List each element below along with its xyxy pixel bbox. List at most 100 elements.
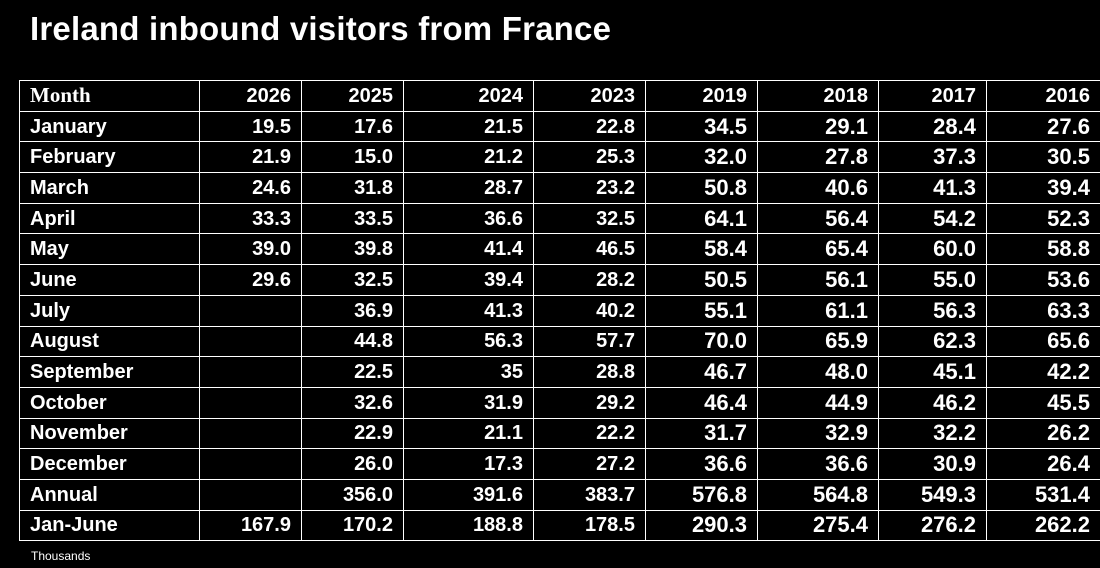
value-cell-2016: 53.6 bbox=[986, 264, 1100, 296]
table-row-april: April 33.3 33.5 36.6 32.5 64.1 56.4 54.2 52.3 bbox=[19, 202, 1100, 235]
value-cell-2023: 23.2 bbox=[533, 172, 646, 204]
table-row-january: January 19.5 17.6 21.5 22.8 34.5 29.1 28.4 27.6 bbox=[19, 110, 1100, 143]
value-cell-2018: 44.9 bbox=[757, 386, 879, 419]
value-cell-2017: 56.3 bbox=[878, 294, 987, 327]
value-cell-2023: 40.2 bbox=[533, 294, 646, 327]
value-cell-2023: 25.3 bbox=[533, 141, 646, 174]
value-cell-2018: 65.9 bbox=[757, 325, 879, 358]
value-cell-2019: 50.5 bbox=[645, 264, 758, 296]
row-label: September bbox=[19, 356, 200, 388]
value-cell-2024: 41.3 bbox=[403, 294, 534, 327]
table-row-november: November 22.9 21.1 22.2 31.7 32.9 32.2 26.2 bbox=[19, 417, 1100, 450]
value-cell-2017: 55.0 bbox=[878, 264, 987, 296]
value-cell-2016: 58.8 bbox=[986, 233, 1100, 266]
value-cell-2017: 54.2 bbox=[878, 202, 987, 235]
value-cell-2023: 27.2 bbox=[533, 448, 646, 480]
row-label: May bbox=[19, 233, 200, 266]
column-header-2019: 2019 bbox=[645, 80, 758, 112]
value-cell-2019: 576.8 bbox=[645, 478, 758, 511]
column-header-2025: 2025 bbox=[301, 80, 404, 112]
value-cell-2025: 17.6 bbox=[301, 110, 404, 143]
table-row-may: May 39.0 39.8 41.4 46.5 58.4 65.4 60.0 58.8 bbox=[19, 233, 1100, 266]
value-cell-2024: 56.3 bbox=[403, 325, 534, 358]
value-cell-2024: 21.2 bbox=[403, 141, 534, 174]
chart-title: Ireland inbound visitors from France bbox=[30, 10, 612, 47]
value-cell-2026: 33.3 bbox=[199, 202, 302, 235]
value-cell-2016: 30.5 bbox=[986, 141, 1100, 174]
value-cell-2023: 29.2 bbox=[533, 386, 646, 419]
value-cell-2023: 383.7 bbox=[533, 478, 646, 511]
row-label: July bbox=[19, 294, 200, 327]
value-cell-2016: 65.6 bbox=[986, 325, 1100, 358]
column-header-2017: 2017 bbox=[878, 80, 987, 112]
column-header-2018: 2018 bbox=[757, 80, 879, 112]
value-cell-2016: 42.2 bbox=[986, 356, 1100, 388]
value-cell-2018: 56.1 bbox=[757, 264, 879, 296]
value-cell-2026 bbox=[199, 448, 302, 480]
row-label: December bbox=[19, 448, 200, 480]
value-cell-2026: 167.9 bbox=[199, 509, 302, 542]
unit-footnote: Thousands bbox=[31, 549, 91, 563]
value-cell-2019: 70.0 bbox=[645, 325, 758, 358]
value-cell-2016: 39.4 bbox=[986, 172, 1100, 204]
value-cell-2026: 24.6 bbox=[199, 172, 302, 204]
value-cell-2019: 55.1 bbox=[645, 294, 758, 327]
value-cell-2019: 36.6 bbox=[645, 448, 758, 480]
value-cell-2016: 27.6 bbox=[986, 110, 1100, 143]
value-cell-2018: 61.1 bbox=[757, 294, 879, 327]
value-cell-2026 bbox=[199, 325, 302, 358]
value-cell-2017: 28.4 bbox=[878, 110, 987, 143]
value-cell-2025: 22.9 bbox=[301, 417, 404, 450]
value-cell-2019: 46.4 bbox=[645, 386, 758, 419]
column-header-2024: 2024 bbox=[403, 80, 534, 112]
value-cell-2025: 32.5 bbox=[301, 264, 404, 296]
value-cell-2018: 32.9 bbox=[757, 417, 879, 450]
row-label: Annual bbox=[19, 478, 200, 511]
value-cell-2026: 29.6 bbox=[199, 264, 302, 296]
value-cell-2017: 60.0 bbox=[878, 233, 987, 266]
value-cell-2026: 21.9 bbox=[199, 141, 302, 174]
value-cell-2017: 30.9 bbox=[878, 448, 987, 480]
column-header-2026: 2026 bbox=[199, 80, 302, 112]
value-cell-2024: 35 bbox=[403, 356, 534, 388]
value-cell-2016: 531.4 bbox=[986, 478, 1100, 511]
value-cell-2017: 46.2 bbox=[878, 386, 987, 419]
value-cell-2018: 65.4 bbox=[757, 233, 879, 266]
value-cell-2017: 45.1 bbox=[878, 356, 987, 388]
value-cell-2017: 62.3 bbox=[878, 325, 987, 358]
table-row-october: October 32.6 31.9 29.2 46.4 44.9 46.2 45.5 bbox=[19, 386, 1100, 419]
value-cell-2024: 21.5 bbox=[403, 110, 534, 143]
value-cell-2023: 22.8 bbox=[533, 110, 646, 143]
value-cell-2016: 26.2 bbox=[986, 417, 1100, 450]
value-cell-2023: 46.5 bbox=[533, 233, 646, 266]
value-cell-2019: 64.1 bbox=[645, 202, 758, 235]
value-cell-2025: 33.5 bbox=[301, 202, 404, 235]
row-label: April bbox=[19, 202, 200, 235]
value-cell-2026 bbox=[199, 356, 302, 388]
value-cell-2024: 21.1 bbox=[403, 417, 534, 450]
table-header-row: Month 2026 2025 2024 2023 2019 2018 2017 2016 bbox=[19, 80, 1100, 112]
table-row-february: February 21.9 15.0 21.2 25.3 32.0 27.8 37.3 30.5 bbox=[19, 141, 1100, 174]
value-cell-2023: 57.7 bbox=[533, 325, 646, 358]
value-cell-2017: 549.3 bbox=[878, 478, 987, 511]
row-label: October bbox=[19, 386, 200, 419]
value-cell-2024: 36.6 bbox=[403, 202, 534, 235]
table-row-december: December 26.0 17.3 27.2 36.6 36.6 30.9 26.4 bbox=[19, 448, 1100, 480]
value-cell-2018: 29.1 bbox=[757, 110, 879, 143]
value-cell-2026 bbox=[199, 294, 302, 327]
value-cell-2025: 44.8 bbox=[301, 325, 404, 358]
table-row-annual: Annual 356.0 391.6 383.7 576.8 564.8 549.3 531.… bbox=[19, 478, 1100, 511]
value-cell-2026: 19.5 bbox=[199, 110, 302, 143]
value-cell-2025: 26.0 bbox=[301, 448, 404, 480]
value-cell-2017: 41.3 bbox=[878, 172, 987, 204]
table-row-august: August 44.8 56.3 57.7 70.0 65.9 62.3 65.6 bbox=[19, 325, 1100, 358]
value-cell-2019: 46.7 bbox=[645, 356, 758, 388]
value-cell-2017: 37.3 bbox=[878, 141, 987, 174]
value-cell-2019: 50.8 bbox=[645, 172, 758, 204]
value-cell-2016: 26.4 bbox=[986, 448, 1100, 480]
row-label: March bbox=[19, 172, 200, 204]
value-cell-2016: 52.3 bbox=[986, 202, 1100, 235]
table-row-june: June 29.6 32.5 39.4 28.2 50.5 56.1 55.0 53.6 bbox=[19, 264, 1100, 296]
value-cell-2019: 31.7 bbox=[645, 417, 758, 450]
table-row-september: September 22.5 35 28.8 46.7 48.0 45.1 42.2 bbox=[19, 356, 1100, 388]
